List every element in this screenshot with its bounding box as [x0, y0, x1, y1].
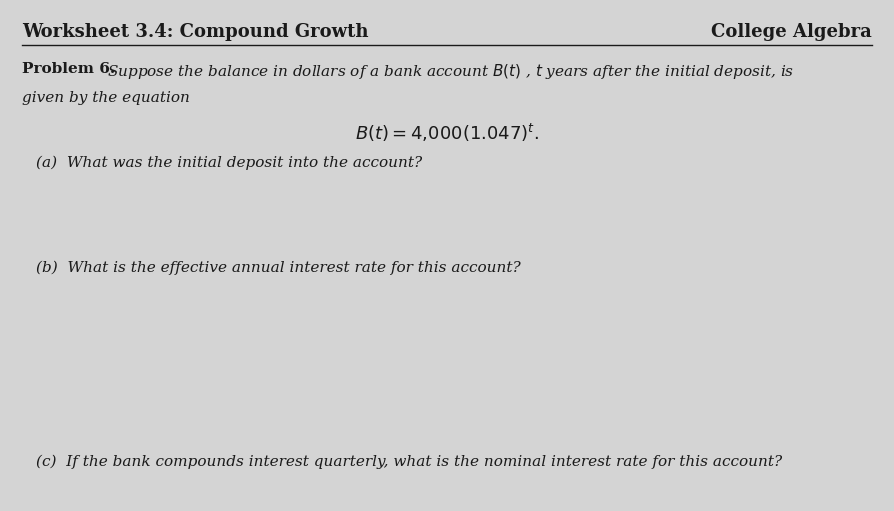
Text: (a)  What was the initial deposit into the account?: (a) What was the initial deposit into th…: [36, 156, 422, 170]
Text: (c)  If the bank compounds interest quarterly, what is the nominal interest rate: (c) If the bank compounds interest quart…: [36, 455, 782, 469]
Text: (b)  What is the effective annual interest rate for this account?: (b) What is the effective annual interes…: [36, 261, 520, 275]
Text: College Algebra: College Algebra: [711, 23, 872, 41]
Text: Suppose the balance in dollars of a bank account $B(t)$ , $t$ years after the in: Suppose the balance in dollars of a bank…: [107, 62, 795, 81]
Text: $B(t) = 4{,}000(1.047)^t.$: $B(t) = 4{,}000(1.047)^t.$: [355, 122, 539, 144]
Text: Worksheet 3.4: Compound Growth: Worksheet 3.4: Compound Growth: [22, 23, 369, 41]
Text: given by the equation: given by the equation: [22, 91, 190, 105]
Text: Problem 6.: Problem 6.: [22, 62, 115, 76]
